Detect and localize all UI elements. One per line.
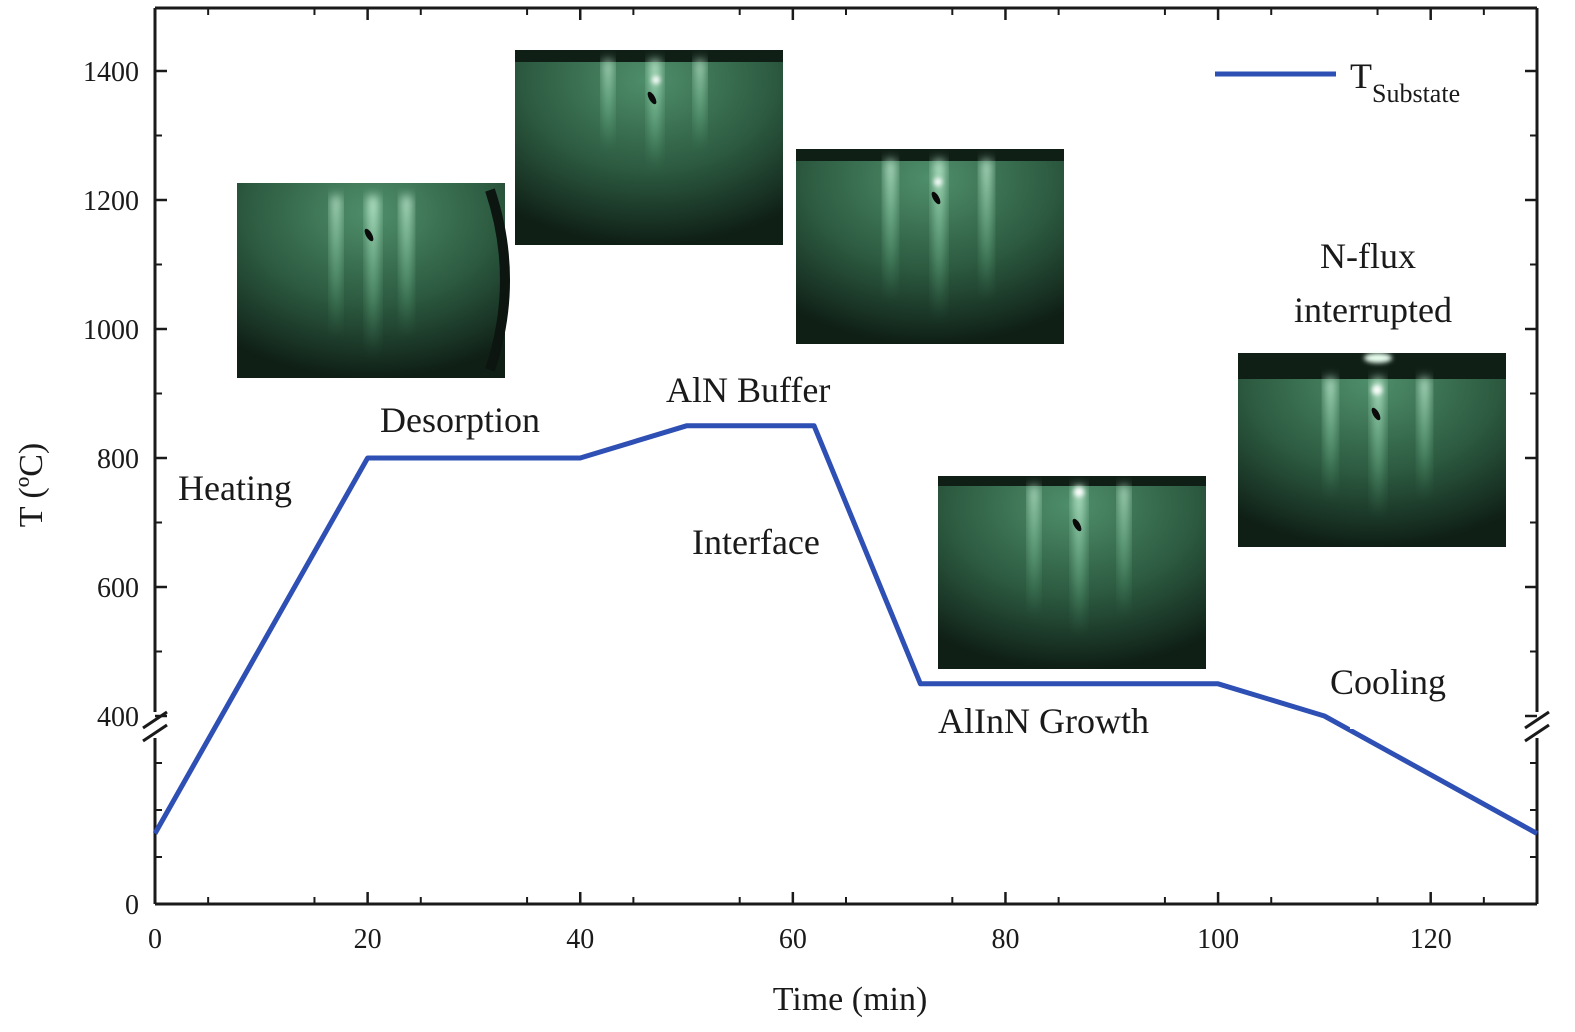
annotations: Heating Desorption AlN Buffer Interface … [178, 236, 1452, 741]
annotation-interface: Interface [692, 522, 820, 562]
rheed-inset-4 [938, 476, 1206, 669]
y-axis-title: T (ºC) [13, 443, 50, 528]
rheed-insets [237, 50, 1506, 669]
y-tick-label: 600 [97, 573, 139, 604]
axis-break-left [142, 710, 168, 743]
axis-ticks [153, 8, 1537, 906]
x-tick-label: 0 [148, 924, 162, 955]
rheed-inset-2 [515, 50, 783, 245]
legend-label: TSubstate [1350, 56, 1460, 108]
series-break-gap [1350, 715, 1372, 729]
y-tick-label: 400 [97, 702, 139, 733]
y-tick-label: 1000 [83, 315, 139, 346]
rheed-inset-5 [1238, 353, 1506, 547]
annotation-allnn-growth: AlInN Growth [938, 701, 1149, 741]
annotation-desorption: Desorption [380, 400, 540, 440]
legend: TSubstate [1215, 56, 1460, 108]
axis-break-right [1524, 710, 1550, 743]
legend-label-main: T [1350, 56, 1372, 96]
annotation-aln-buffer: AlN Buffer [666, 370, 830, 410]
annotation-nflux-line1: N-flux [1320, 236, 1416, 276]
rheed-inset-3 [796, 149, 1064, 344]
series-break-gap [175, 715, 195, 729]
y-tick-label: 1400 [83, 57, 139, 88]
x-tick-label: 120 [1410, 924, 1452, 955]
series-layer [152, 423, 1539, 836]
annotation-heating: Heating [178, 468, 292, 508]
rheed-inset-1 [237, 183, 510, 378]
legend-label-sub: Substate [1372, 79, 1460, 108]
annotation-cooling: Cooling [1330, 662, 1446, 702]
series-line-t-substate [152, 423, 1539, 836]
x-tick-label: 60 [779, 924, 807, 955]
x-tick-label: 100 [1197, 924, 1239, 955]
x-axis-title: Time (min) [773, 981, 928, 1018]
x-tick-label: 40 [566, 924, 594, 955]
annotation-nflux-line2: interrupted [1294, 290, 1452, 330]
y-tick-label: 800 [97, 444, 139, 475]
x-tick-label: 80 [991, 924, 1019, 955]
x-tick-label: 20 [354, 924, 382, 955]
y-tick-label: 0 [125, 890, 139, 921]
y-tick-label: 1200 [83, 186, 139, 217]
